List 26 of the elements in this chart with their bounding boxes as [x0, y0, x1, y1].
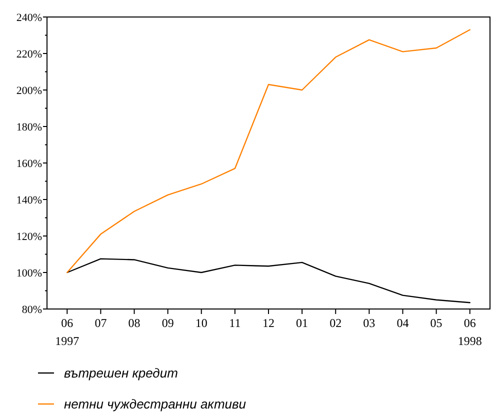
- legend-label: нетни чуждестранни активи: [64, 396, 246, 412]
- x-tick-label: 04: [396, 316, 409, 330]
- y-tick-label: 160%: [16, 158, 42, 170]
- x-tick-label: 09: [162, 316, 174, 330]
- x-tick-label: 07: [94, 316, 107, 330]
- x-tick-label: 03: [363, 316, 376, 330]
- x-tick-label: 11: [229, 316, 241, 330]
- line-series: [66, 29, 470, 274]
- line-series: [66, 258, 470, 304]
- x-tick-label: 06 1997: [55, 316, 80, 348]
- y-tick-label: 80%: [22, 304, 42, 316]
- x-tick-label: 05: [430, 316, 442, 330]
- y-tick-label: 180%: [16, 121, 42, 134]
- y-tick-label: 240%: [16, 12, 42, 24]
- x-tick-label: 02: [330, 316, 342, 330]
- y-tick-label: 100%: [16, 267, 42, 280]
- y-tick-label: 120%: [16, 230, 42, 243]
- x-tick-label: 08: [128, 316, 140, 330]
- x-tick-label: 12: [262, 316, 274, 330]
- y-tick-label: 200%: [16, 84, 42, 97]
- y-tick-label: 220%: [16, 48, 42, 60]
- x-tick-label: 10: [195, 316, 208, 330]
- y-tick-label: 140%: [16, 194, 42, 206]
- x-tick-label: 01: [296, 316, 308, 330]
- legend-label: вътрешен кредит: [64, 366, 178, 381]
- x-tick-label: 06 1998: [458, 316, 482, 348]
